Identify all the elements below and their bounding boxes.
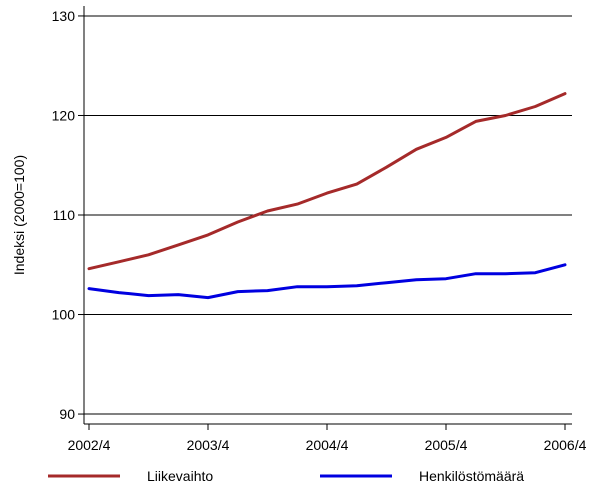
x-tick-label: 2002/4: [68, 437, 111, 453]
grid-lines: [84, 15, 572, 415]
y-axis-label: Indeksi (2000=100): [11, 155, 27, 275]
x-tick-label: 2003/4: [187, 437, 230, 453]
y-tick-label: 100: [52, 307, 76, 323]
series-line-2: [87, 263, 567, 300]
legend-label-1: Liikevaihto: [147, 468, 213, 484]
y-tick-label: 90: [59, 406, 75, 422]
y-axis-ticks: 90 100 110 120 130: [52, 8, 84, 422]
y-tick-label: 130: [52, 8, 76, 24]
x-tick-label: 2005/4: [425, 437, 468, 453]
x-tick-label: 2006/4: [544, 437, 587, 453]
legend: Liikevaihto Henkilöstömäärä: [48, 468, 524, 484]
y-tick-label: 110: [53, 207, 76, 223]
x-axis-ticks: 2002/4 2003/4 2004/4 2005/4 2006/4: [68, 424, 587, 453]
y-tick-label: 120: [52, 107, 76, 123]
series-line-1: [87, 92, 567, 271]
series-lines: [87, 92, 567, 300]
legend-label-2: Henkilöstömäärä: [419, 468, 524, 484]
x-tick-label: 2004/4: [306, 437, 349, 453]
